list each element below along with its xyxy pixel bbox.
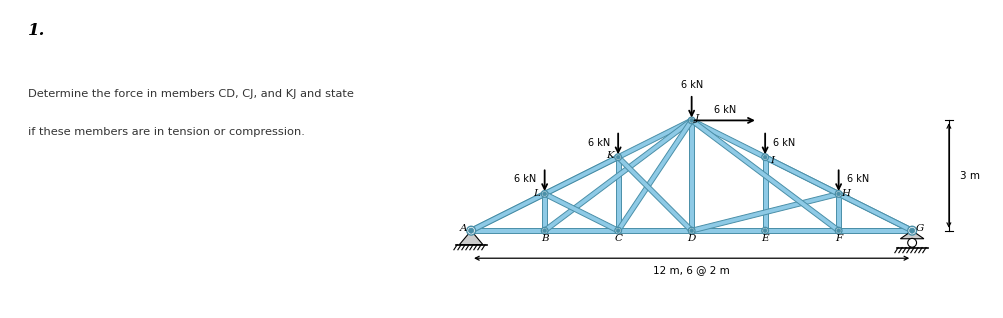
Text: C: C <box>614 234 622 243</box>
Polygon shape <box>764 228 838 233</box>
Polygon shape <box>618 228 691 233</box>
Circle shape <box>762 229 766 233</box>
Polygon shape <box>690 191 839 233</box>
Circle shape <box>543 229 546 233</box>
Polygon shape <box>543 155 619 196</box>
Circle shape <box>762 155 766 159</box>
Polygon shape <box>764 228 911 233</box>
Text: 6 kN: 6 kN <box>680 80 702 90</box>
Text: if these members are in tension or compression.: if these members are in tension or compr… <box>28 127 305 137</box>
Text: I: I <box>769 156 773 165</box>
Circle shape <box>616 155 620 159</box>
Circle shape <box>688 227 694 234</box>
Circle shape <box>616 229 620 233</box>
Polygon shape <box>689 119 840 232</box>
Text: E: E <box>760 234 768 243</box>
Text: H: H <box>840 190 849 198</box>
Polygon shape <box>469 192 546 233</box>
Polygon shape <box>469 155 619 233</box>
Circle shape <box>468 228 473 233</box>
Circle shape <box>834 190 842 197</box>
Polygon shape <box>691 228 764 233</box>
Text: D: D <box>687 234 695 243</box>
Text: 6 kN: 6 kN <box>514 174 537 184</box>
Circle shape <box>466 226 475 235</box>
Text: 6 kN: 6 kN <box>713 105 735 115</box>
Circle shape <box>543 192 546 196</box>
Text: 6 kN: 6 kN <box>846 174 868 184</box>
Text: J: J <box>694 114 698 123</box>
Polygon shape <box>900 231 923 239</box>
Polygon shape <box>835 194 841 231</box>
Polygon shape <box>617 118 692 159</box>
Circle shape <box>614 154 621 161</box>
Polygon shape <box>544 228 618 233</box>
Text: B: B <box>541 234 548 243</box>
Circle shape <box>907 226 916 235</box>
Polygon shape <box>690 118 765 159</box>
Polygon shape <box>837 192 913 233</box>
Text: 3 m: 3 m <box>959 170 979 181</box>
Polygon shape <box>543 119 692 232</box>
Circle shape <box>761 227 767 234</box>
Polygon shape <box>763 155 839 196</box>
Circle shape <box>689 118 693 122</box>
Circle shape <box>834 227 842 234</box>
Circle shape <box>614 227 621 234</box>
Polygon shape <box>470 228 544 233</box>
Polygon shape <box>689 121 693 231</box>
Text: K: K <box>606 151 613 160</box>
Circle shape <box>541 227 548 234</box>
Polygon shape <box>615 157 620 231</box>
Polygon shape <box>543 192 619 233</box>
Circle shape <box>761 154 767 161</box>
Circle shape <box>835 229 840 233</box>
Polygon shape <box>616 119 693 232</box>
Text: F: F <box>834 234 842 243</box>
Polygon shape <box>542 194 547 231</box>
Circle shape <box>541 190 548 197</box>
Circle shape <box>835 192 840 196</box>
Circle shape <box>689 229 693 233</box>
Polygon shape <box>616 156 693 232</box>
Text: L: L <box>533 190 540 198</box>
Polygon shape <box>838 228 911 233</box>
Text: Determine the force in members CD, CJ, and KJ and state: Determine the force in members CD, CJ, a… <box>28 89 354 99</box>
Polygon shape <box>763 155 913 233</box>
Text: A: A <box>458 224 466 233</box>
Circle shape <box>909 228 914 233</box>
Text: 6 kN: 6 kN <box>772 138 794 148</box>
Text: G: G <box>915 224 924 233</box>
Circle shape <box>688 117 694 124</box>
Polygon shape <box>459 231 482 245</box>
Text: 6 kN: 6 kN <box>588 138 610 148</box>
Text: 12 m, 6 @ 2 m: 12 m, 6 @ 2 m <box>653 265 729 275</box>
Polygon shape <box>762 157 766 231</box>
Circle shape <box>907 238 916 247</box>
Text: 1.: 1. <box>28 22 46 39</box>
